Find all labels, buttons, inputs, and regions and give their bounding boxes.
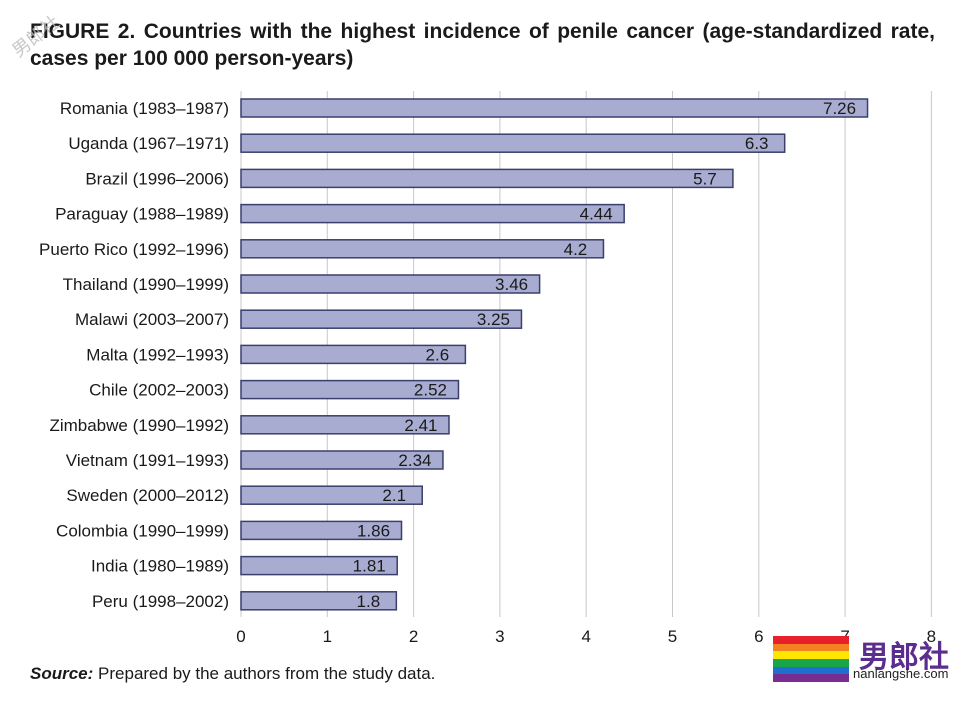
data-label: 2.6 (426, 345, 450, 364)
flag-stripe (773, 643, 849, 652)
data-label: 5.7 (693, 169, 717, 188)
figure-source: Source: Prepared by the authors from the… (30, 664, 435, 684)
x-tick-label: 2 (409, 627, 418, 646)
bar (240, 133, 786, 153)
bar (240, 415, 450, 435)
data-label: 2.1 (382, 486, 406, 505)
x-tick-label: 4 (581, 627, 590, 646)
x-tick-label: 5 (668, 627, 677, 646)
category-label: Peru (1998–2002) (92, 592, 229, 611)
flag-stripe (773, 659, 849, 667)
x-tick-label: 8 (927, 627, 936, 646)
logo-domain: nanlangshe.com (853, 666, 949, 681)
flag-stripe (773, 636, 849, 644)
data-label: 1.81 (353, 557, 386, 576)
category-label: Malawi (2003–2007) (75, 310, 229, 329)
category-label: Uganda (1967–1971) (68, 134, 229, 153)
data-label: 1.86 (357, 521, 390, 540)
flag-stripe (773, 651, 849, 660)
bar (240, 203, 625, 224)
bar (240, 379, 460, 400)
category-label: India (1980–1989) (91, 557, 229, 576)
category-label: Zimbabwe (1990–1992) (49, 416, 229, 435)
category-label: Romania (1983–1987) (60, 99, 229, 118)
flag-stripe (773, 666, 849, 675)
data-label: 7.26 (823, 99, 856, 118)
flag-stripe (773, 674, 849, 683)
category-label: Paraguay (1988–1989) (55, 205, 229, 224)
category-label: Malta (1992–1993) (86, 345, 229, 364)
data-label: 4.2 (564, 240, 588, 259)
category-label: Chile (2002–2003) (89, 381, 229, 400)
bar (240, 98, 869, 118)
x-tick-label: 6 (754, 627, 763, 646)
data-label: 2.34 (398, 451, 431, 470)
data-label: 6.3 (745, 134, 769, 153)
x-tick-label: 1 (323, 627, 332, 646)
category-label: Colombia (1990–1999) (56, 521, 229, 540)
logo-text: 男郎社 (859, 640, 949, 675)
data-label: 4.44 (580, 205, 613, 224)
data-label: 2.52 (414, 381, 447, 400)
source-text: Prepared by the authors from the study d… (98, 664, 436, 683)
category-label: Puerto Rico (1992–1996) (39, 240, 229, 259)
bar (240, 168, 734, 189)
category-label: Vietnam (1991–1993) (66, 451, 229, 470)
category-label: Thailand (1990–1999) (63, 275, 229, 294)
bar (240, 309, 523, 329)
bar (240, 485, 423, 505)
bar (240, 274, 541, 294)
bar (240, 344, 467, 365)
bar (240, 450, 444, 470)
category-label: Sweden (2000–2012) (66, 486, 229, 505)
x-tick-label: 0 (236, 627, 245, 646)
bar (240, 239, 605, 259)
rainbow-flag-icon (773, 636, 849, 683)
x-tick-label: 3 (495, 627, 504, 646)
site-logo: 男郎社 nanlangshe.com (773, 636, 967, 684)
category-label: Brazil (1996–2006) (85, 169, 229, 188)
bar (240, 591, 398, 611)
data-label: 2.41 (404, 416, 437, 435)
bar (240, 520, 403, 541)
bar (240, 555, 398, 576)
data-label: 3.25 (477, 310, 510, 329)
data-label: 1.8 (357, 592, 381, 611)
source-label: Source: (30, 664, 94, 683)
data-label: 3.46 (495, 275, 528, 294)
figure-title: FIGURE 2. Countries with the highest inc… (30, 20, 935, 70)
